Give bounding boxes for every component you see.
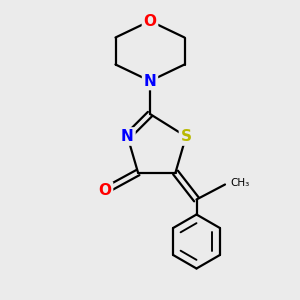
Text: O: O <box>143 14 157 28</box>
Text: N: N <box>121 129 134 144</box>
Text: S: S <box>181 129 191 144</box>
Text: N: N <box>144 74 156 88</box>
Text: O: O <box>98 183 112 198</box>
Text: CH₃: CH₃ <box>230 178 250 188</box>
